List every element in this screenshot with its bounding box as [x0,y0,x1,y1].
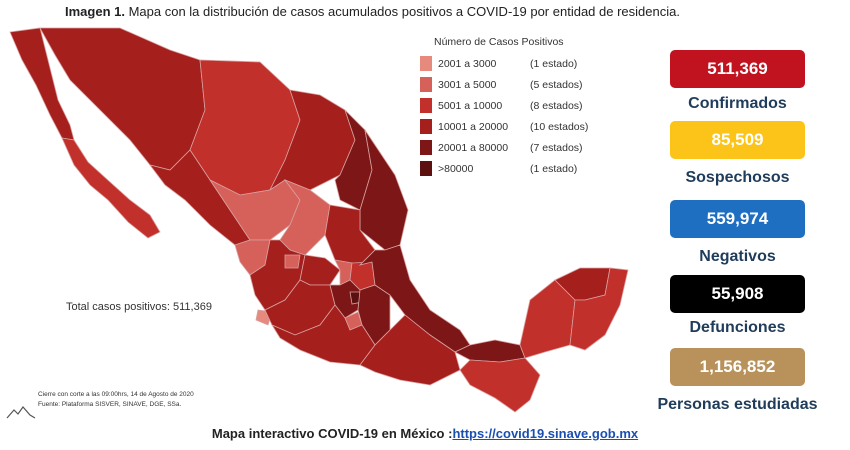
legend-swatch [420,56,432,71]
cutoff-note: Cierre con corte a las 09:00hrs, 14 de A… [38,391,194,398]
studied-count-box: 1,156,852 [670,348,805,386]
negative-value: 559,974 [706,209,769,228]
mountain-logo-icon [6,406,36,419]
legend-range: 10001 a 20000 [438,120,509,133]
legend-swatch [420,161,432,176]
studied-label: Personas estudiadas [657,396,818,413]
legend-swatch [420,98,432,113]
state-sonora [39,27,206,171]
deaths-label: Defunciones [689,319,786,336]
legend-item: >80000 (1 estado) [420,158,605,179]
negative-count-box: 559,974 [670,200,805,238]
legend-item: 20001 a 80000 (7 estados) [420,137,605,158]
deaths-count-box: 55,908 [670,275,805,313]
legend-range: 20001 a 80000 [438,141,509,154]
state-chiapas [459,357,541,413]
mexico-map [9,27,629,413]
suspected-count-box: 85,509 [670,121,805,159]
source-note: Fuente: Plataforma SISVER, SINAVE, DGE, … [38,401,182,408]
legend-range: 3001 a 5000 [438,78,497,91]
deaths-value: 55,908 [711,284,764,303]
figure-label: Imagen 1. [65,4,125,19]
legend-item: 2001 a 3000 (1 estado) [420,53,605,74]
studied-value: 1,156,852 [699,357,776,376]
state-baja-california-sur [61,137,161,239]
total-positive-cases: Total casos positivos: 511,369 [66,301,212,313]
confirmed-count-box: 511,369 [670,50,805,88]
confirmed-label: Confirmados [688,95,787,112]
interactive-map-link[interactable]: https://covid19.sinave.gob.mx [452,426,639,441]
legend-count: (10 estados) [530,120,589,133]
suspected-label: Sospechosos [685,169,790,186]
map-legend: Número de Casos Positivos 2001 a 3000 (1… [420,36,605,179]
legend-title: Número de Casos Positivos [434,36,564,48]
source-notes: Cierre con corte a las 09:00hrs, 14 de A… [38,390,194,410]
footer-text: Mapa interactivo COVID-19 en México : [211,426,453,441]
legend-item: 5001 a 10000 (8 estados) [420,95,605,116]
legend-count: (1 estado) [530,57,578,70]
suspected-value: 85,509 [711,130,764,149]
legend-count: (8 estados) [530,99,583,112]
confirmed-value: 511,369 [707,59,768,78]
legend-range: >80000 [438,162,474,175]
legend-swatch [420,119,432,134]
legend-range: 2001 a 3000 [438,57,497,70]
state-guanajuato [299,254,341,286]
legend-count: (7 estados) [530,141,583,154]
legend-swatch [420,77,432,92]
state-quintana-roo [569,267,629,351]
figure-caption: Mapa con la distribución de casos acumul… [128,4,680,19]
state-aguascalientes [284,254,301,269]
legend-count: (1 estado) [530,162,578,175]
footer: Mapa interactivo COVID-19 en México :htt… [0,426,850,441]
legend-item: 3001 a 5000 (5 estados) [420,74,605,95]
state-guerrero [270,304,376,366]
legend-item: 10001 a 20000 (10 estados) [420,116,605,137]
figure-title: Imagen 1. Mapa con la distribución de ca… [65,4,680,19]
legend-swatch [420,140,432,155]
legend-range: 5001 a 10000 [438,99,503,112]
legend-count: (5 estados) [530,78,583,91]
negative-label: Negativos [699,248,776,265]
